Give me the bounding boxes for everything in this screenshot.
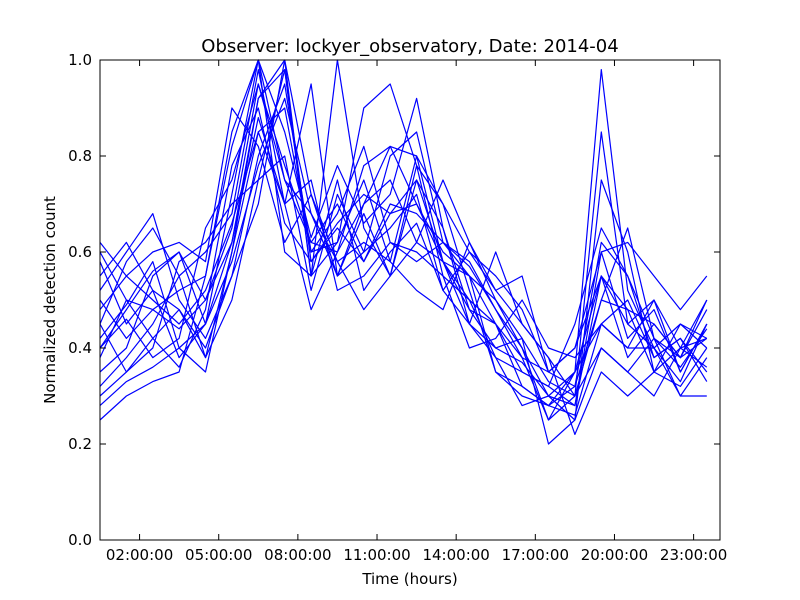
series-line-1 [99,59,708,407]
x-tick-label-6: 17:00:00 [502,546,569,564]
series-line-11 [99,68,708,421]
plot-frame [99,59,721,541]
series-line-17 [99,131,708,397]
series-line-10 [99,59,708,373]
series-line-16 [99,97,708,416]
series-line-12 [99,107,708,407]
x-tick-label-1: 02:00:00 [106,546,173,564]
series-line-6 [99,83,707,421]
x-axis-label: Time (hours) [361,570,457,588]
y-tick-label-2: 0.2 [68,435,92,453]
x-tick-label-3: 08:00:00 [264,546,331,564]
series-line-5 [99,116,708,387]
x-tick-label-7: 20:00:00 [581,546,648,564]
y-axis: 0.0 0.2 0.4 0.6 0.8 1.0 [68,51,720,549]
series-line-3 [99,83,708,397]
y-tick-label-6: 1.0 [68,51,92,69]
series-lines [99,59,708,445]
series-line-2 [99,59,708,407]
y-tick-label-5: 0.8 [68,147,92,165]
chart-title-group: Observer: lockyer_observatory, Date: 201… [201,36,618,57]
x-tick-label-4: 11:00:00 [343,546,410,564]
y-axis-label: Normalized detection count [41,196,59,404]
series-line-13 [99,107,708,421]
y-tick-label-4: 0.6 [68,243,92,261]
x-axis: 02:00:00 05:00:00 08:00:00 11:00:00 14:00:00… [106,60,727,564]
y-tick-label-1: 0.0 [68,531,92,549]
series-line-9 [99,83,708,407]
series-line-18 [99,68,708,387]
x-tick-label-8: 23:00:00 [660,546,727,564]
y-tick-label-3: 0.4 [68,339,92,357]
x-tick-label-5: 14:00:00 [422,546,489,564]
x-tick-label-2: 05:00:00 [185,546,252,564]
chart-title: Observer: lockyer_observatory, Date: 201… [201,36,618,57]
